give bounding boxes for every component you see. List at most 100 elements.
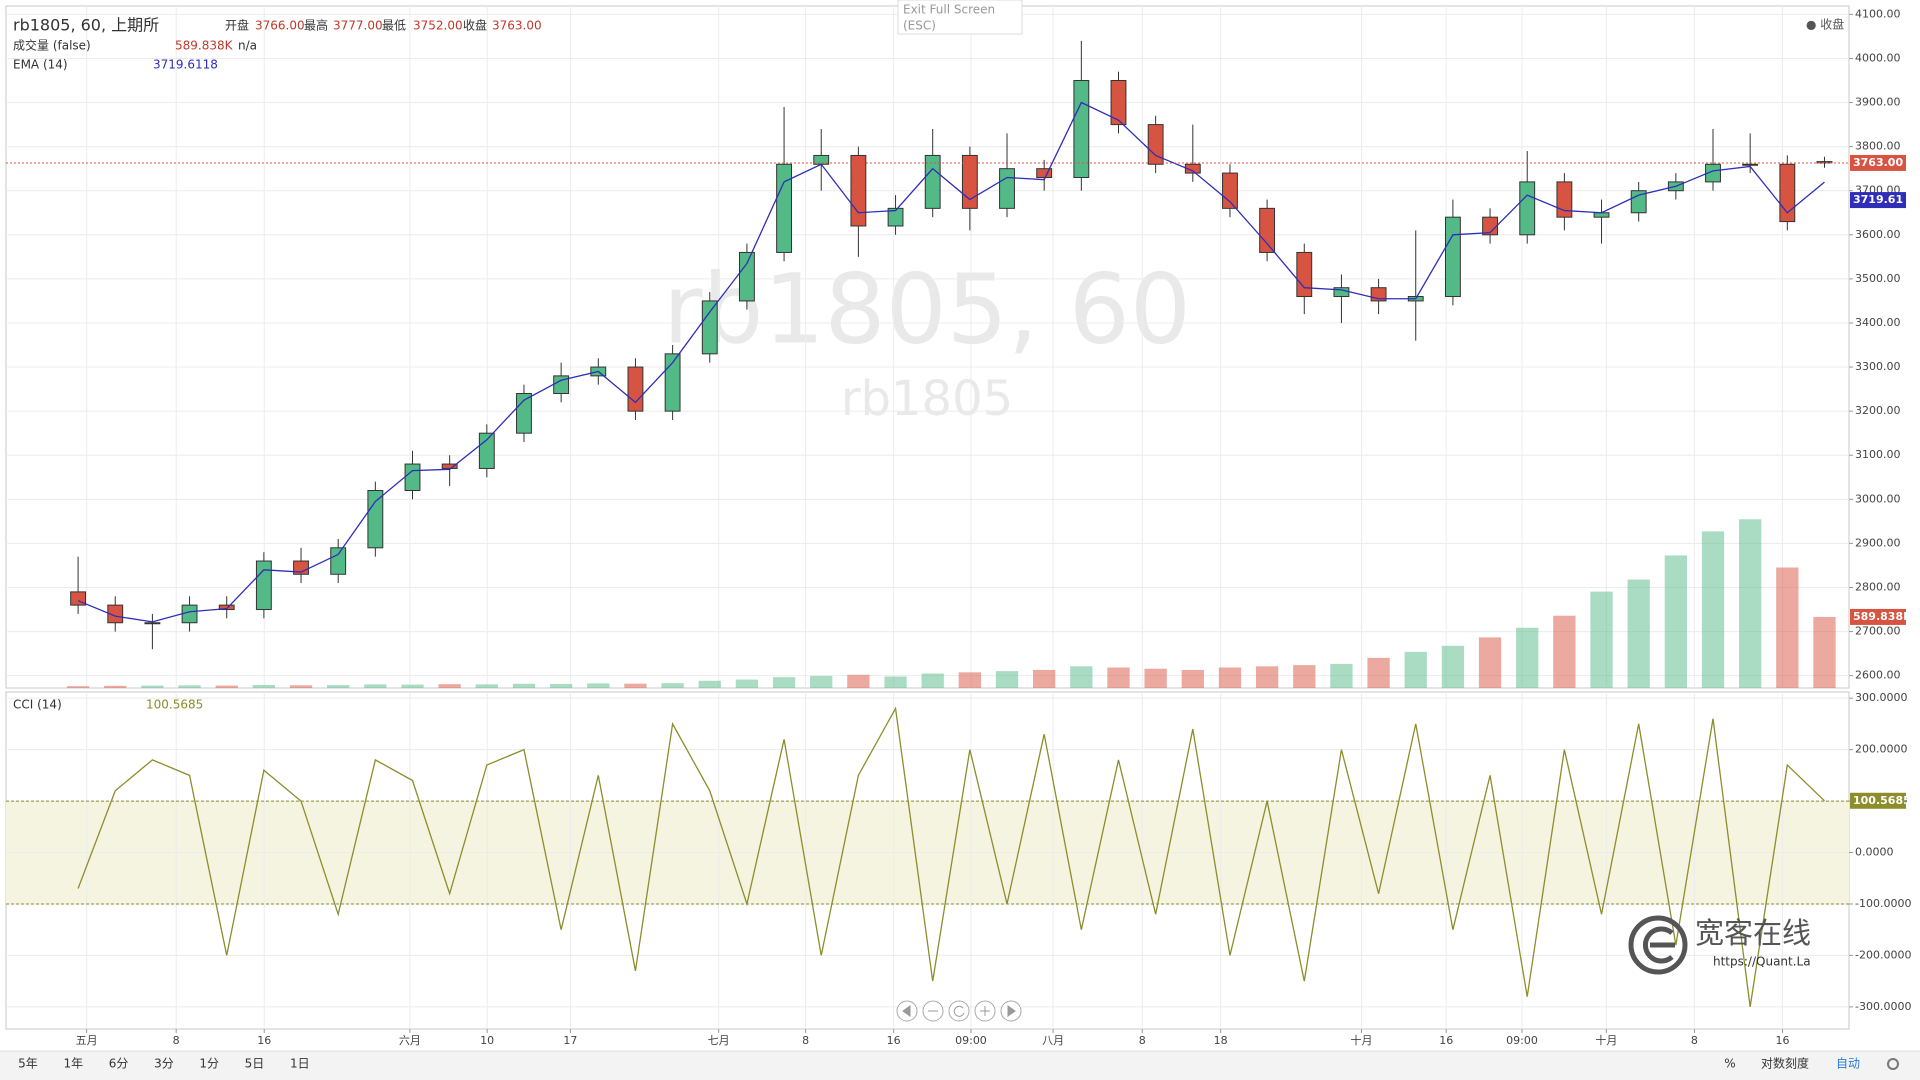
low-label: 最低 <box>382 19 406 33</box>
interval-button[interactable]: 1分 <box>199 1057 219 1071</box>
candle-body <box>627 366 644 412</box>
x-tick-label: 六月 <box>399 1034 421 1047</box>
candle-body <box>664 353 681 412</box>
candle-body <box>1816 161 1833 164</box>
close-value: 3763.00 <box>492 19 542 33</box>
y-tick-label: 2700.00 <box>1855 625 1901 638</box>
candle-body <box>1519 181 1536 236</box>
y-tick-label: 0.0000 <box>1855 846 1894 859</box>
y-tick-label: 2800.00 <box>1855 580 1901 593</box>
volume-tag-label: 589.838K <box>1853 610 1912 623</box>
auto-button[interactable]: 自动 <box>1836 1057 1860 1071</box>
logo-url: https://Quant.La <box>1713 955 1811 969</box>
candle-body <box>330 547 347 575</box>
candle-body <box>999 168 1015 209</box>
candle-body <box>144 622 161 625</box>
volume-bar <box>289 685 313 688</box>
candle-body <box>887 207 904 227</box>
toolbar <box>0 1051 1920 1080</box>
volume-bar <box>1776 567 1799 688</box>
open-value: 3766.00 <box>255 19 305 33</box>
volume-bar <box>1701 531 1725 688</box>
candle-body <box>218 604 235 611</box>
interval-button[interactable]: 5年 <box>18 1057 38 1071</box>
y-tick-label: 200.0000 <box>1855 743 1908 756</box>
x-tick-label: 09:00 <box>1506 1034 1538 1047</box>
x-tick-label: 七月 <box>708 1034 730 1047</box>
volume-bar <box>1590 591 1613 688</box>
y-tick-label: 3300.00 <box>1855 360 1901 373</box>
ema-line <box>77 101 1825 623</box>
volume-bar <box>1033 669 1056 688</box>
y-tick-label: 3600.00 <box>1855 228 1901 241</box>
candle-body <box>441 463 458 469</box>
watermark-sub: rb1805 <box>841 371 1013 427</box>
exit-box[interactable] <box>897 0 1023 35</box>
settings-button[interactable] <box>1887 1058 1899 1070</box>
x-tick-label: 五月 <box>76 1034 98 1047</box>
interval-button[interactable]: 1日 <box>290 1057 310 1071</box>
volume-bar <box>995 671 1019 688</box>
volume-bar <box>1553 615 1576 688</box>
candle-body <box>1110 80 1127 126</box>
x-tick-label: 8 <box>1691 1034 1698 1047</box>
nav-reset[interactable] <box>948 1000 970 1022</box>
logo-mark <box>1642 926 1675 964</box>
high-value: 3777.00 <box>333 19 383 33</box>
volume-bar <box>475 684 498 688</box>
x-tick-label: 八月 <box>1042 1034 1064 1047</box>
ema-tag <box>1850 192 1906 209</box>
volume-bar <box>1664 555 1687 688</box>
volume-bar <box>587 683 610 688</box>
x-tick-label: 8 <box>802 1034 809 1047</box>
symbol-title: rb1805, 60, 上期所 <box>13 16 159 35</box>
cci-line <box>77 706 1825 1007</box>
percent-button[interactable]: % <box>1724 1057 1735 1071</box>
volume-bar <box>512 683 536 688</box>
volume-bar <box>624 683 647 688</box>
candle-body <box>478 432 495 469</box>
interval-button[interactable]: 5日 <box>245 1057 265 1071</box>
candle-body <box>850 154 867 227</box>
ema-legend: EMA (14) <box>13 58 68 72</box>
volume-bar <box>735 679 759 688</box>
volume-bar <box>698 680 721 688</box>
cci-last-tag <box>1850 792 1906 809</box>
x-tick-label: 16 <box>257 1034 271 1047</box>
interval-button[interactable]: 1年 <box>63 1057 83 1071</box>
candle-body <box>1705 163 1721 183</box>
y-tick-label: 3900.00 <box>1855 96 1901 109</box>
volume-bar <box>884 676 907 688</box>
x-tick-label: 十月 <box>1350 1033 1372 1047</box>
interval-button[interactable]: 3分 <box>154 1057 174 1071</box>
interval-button[interactable]: 6分 <box>109 1057 129 1071</box>
y-tick-label: 2900.00 <box>1855 536 1901 549</box>
candle-body <box>1742 163 1759 166</box>
candle-body <box>1259 207 1276 253</box>
nav-buttons <box>896 1000 1022 1022</box>
volume-bar <box>1367 657 1390 688</box>
x-tick-label: 16 <box>887 1034 901 1047</box>
volume-bar <box>1627 579 1650 688</box>
volume-bar <box>141 685 164 688</box>
nav-icons <box>902 1005 1016 1017</box>
volume-bar <box>1813 616 1836 688</box>
x-tick-label: 16 <box>1775 1034 1789 1047</box>
cci-last-tag-label: 100.5685 <box>1853 794 1911 807</box>
candle-body <box>404 463 421 491</box>
y-tick-label: -300.0000 <box>1855 1000 1911 1013</box>
high-label: 最高 <box>304 18 328 33</box>
exit-key[interactable]: (ESC) <box>903 19 936 33</box>
y-tick-label: 4000.00 <box>1855 51 1901 64</box>
candle-body <box>107 604 124 624</box>
exit-full-screen[interactable]: Exit Full Screen (ESC) <box>897 0 1023 35</box>
candle-body <box>1036 168 1053 178</box>
y-tick-label: 3000.00 <box>1855 492 1901 505</box>
volume-legend: 成交量 (false) <box>13 38 91 53</box>
exit-text[interactable]: Exit Full Screen <box>903 3 995 17</box>
candle-body <box>1147 124 1164 165</box>
volume-bar <box>847 674 870 688</box>
last-price-tag <box>1850 154 1906 171</box>
cci-legend: CCI (14) <box>13 698 62 712</box>
log-scale-button[interactable]: 对数刻度 <box>1761 1056 1809 1071</box>
